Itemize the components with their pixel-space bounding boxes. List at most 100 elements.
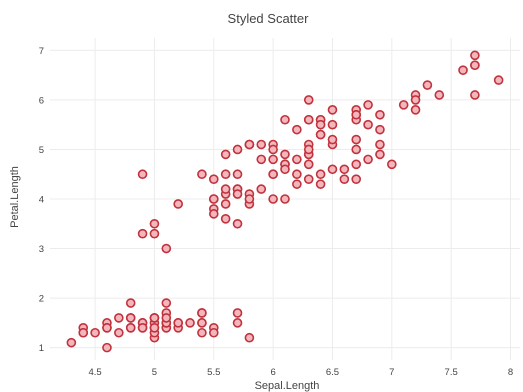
data-point [102,342,112,353]
data-point [280,149,290,160]
data-point [125,298,136,308]
data-point [292,179,302,189]
y-tick-labels: 1 2 3 4 5 6 7 [39,46,44,354]
data-point [102,322,112,333]
y-tick-label: 3 [39,244,44,255]
data-point [90,327,100,338]
data-point [268,169,278,180]
data-point [351,159,362,170]
data-point [327,134,338,145]
data-point [315,179,326,189]
x-tick-label: 6.5 [326,367,339,378]
data-point [280,114,290,125]
data-point [458,65,468,75]
chart-title: Styled Scatter [228,11,310,26]
y-tick-label: 2 [39,294,44,305]
data-point [470,60,480,71]
data-point [292,154,302,165]
data-point [78,327,89,338]
data-point [351,174,362,184]
x-tick-label: 4.5 [88,367,101,378]
data-point [173,318,183,328]
data-point [244,139,255,150]
data-points [66,50,504,353]
data-point [197,327,207,338]
data-point [422,80,433,90]
data-point [315,169,326,180]
data-point [149,313,160,323]
data-point [220,214,231,224]
y-tick-label: 1 [39,343,44,354]
data-point [114,313,124,323]
data-point [351,109,362,120]
data-point [220,149,231,160]
data-point [208,174,219,184]
data-point [137,169,148,180]
data-point [351,134,362,145]
data-point [303,114,314,125]
data-point [375,149,385,160]
data-point [339,174,350,184]
data-point [220,184,231,194]
y-axis-title: Petal.Length [9,166,21,228]
data-point [197,169,207,180]
x-tick-label: 6 [270,367,275,378]
data-point [327,119,338,130]
data-point [327,164,338,175]
data-point [161,298,172,308]
data-point [232,218,243,229]
data-point [232,144,243,155]
data-point [161,313,172,323]
data-point [220,199,231,209]
data-point [410,95,421,105]
data-point [208,194,219,204]
data-point [66,337,77,348]
data-point [315,119,326,130]
data-point [256,139,267,150]
data-point [197,318,207,328]
data-point [292,124,302,135]
data-point [114,327,124,338]
y-tick-label: 4 [39,195,44,206]
x-axis-title: Sepal.Length [255,380,320,392]
data-point [470,50,480,61]
data-point [303,95,314,105]
data-point [137,322,148,333]
data-point [303,144,314,155]
data-point [244,332,255,343]
data-point [125,322,136,333]
data-point [125,313,136,323]
data-point [185,318,195,328]
data-point [303,174,314,184]
data-point [375,109,385,120]
data-point [149,322,160,333]
data-point [327,105,338,115]
data-point [268,194,278,204]
x-tick-label: 7.5 [445,367,458,378]
data-point [208,327,219,338]
x-tick-label: 5.5 [207,367,220,378]
data-point [493,75,504,85]
data-point [268,154,278,165]
data-point [351,144,362,155]
data-point [208,209,219,219]
data-point [244,194,255,204]
data-point [470,90,480,100]
data-point [137,228,148,239]
data-point [197,308,207,318]
data-point [339,164,350,175]
data-point [149,228,160,239]
data-point [280,194,290,204]
x-tick-label: 7 [389,367,394,378]
data-point [256,154,267,165]
data-point [410,105,421,115]
data-point [398,100,409,110]
data-point [434,90,445,100]
data-point [363,119,373,130]
data-point [256,184,267,194]
data-point [315,129,326,140]
data-point [375,139,385,150]
data-point [363,154,373,165]
